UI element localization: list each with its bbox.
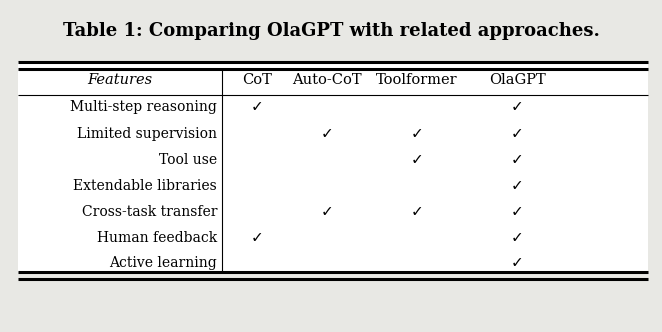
Text: ✓: ✓ bbox=[510, 152, 524, 168]
Text: Extendable libraries: Extendable libraries bbox=[73, 179, 217, 193]
Text: ✓: ✓ bbox=[251, 100, 263, 115]
Text: ✓: ✓ bbox=[410, 126, 424, 141]
Text: Table 1: Comparing OlaGPT with related approaches.: Table 1: Comparing OlaGPT with related a… bbox=[63, 22, 599, 40]
Text: CoT: CoT bbox=[242, 73, 272, 87]
Text: ✓: ✓ bbox=[510, 230, 524, 245]
Text: ✓: ✓ bbox=[510, 100, 524, 115]
Text: ✓: ✓ bbox=[410, 205, 424, 219]
Bar bbox=[18, 62, 648, 272]
Text: ✓: ✓ bbox=[510, 179, 524, 194]
Text: Multi-step reasoning: Multi-step reasoning bbox=[70, 100, 217, 114]
Text: Cross-task transfer: Cross-task transfer bbox=[81, 205, 217, 219]
Text: ✓: ✓ bbox=[320, 205, 334, 219]
Text: Auto-CoT: Auto-CoT bbox=[292, 73, 362, 87]
Text: OlaGPT: OlaGPT bbox=[489, 73, 545, 87]
Text: Human feedback: Human feedback bbox=[97, 231, 217, 245]
Text: ✓: ✓ bbox=[410, 152, 424, 168]
Text: ✓: ✓ bbox=[510, 126, 524, 141]
Text: Tool use: Tool use bbox=[159, 153, 217, 167]
Text: Active learning: Active learning bbox=[109, 256, 217, 270]
Text: Toolformer: Toolformer bbox=[376, 73, 458, 87]
Text: Features: Features bbox=[87, 73, 152, 87]
Text: Limited supervision: Limited supervision bbox=[77, 127, 217, 141]
Text: ✓: ✓ bbox=[510, 256, 524, 271]
Text: ✓: ✓ bbox=[251, 230, 263, 245]
Text: ✓: ✓ bbox=[320, 126, 334, 141]
Text: ✓: ✓ bbox=[510, 205, 524, 219]
